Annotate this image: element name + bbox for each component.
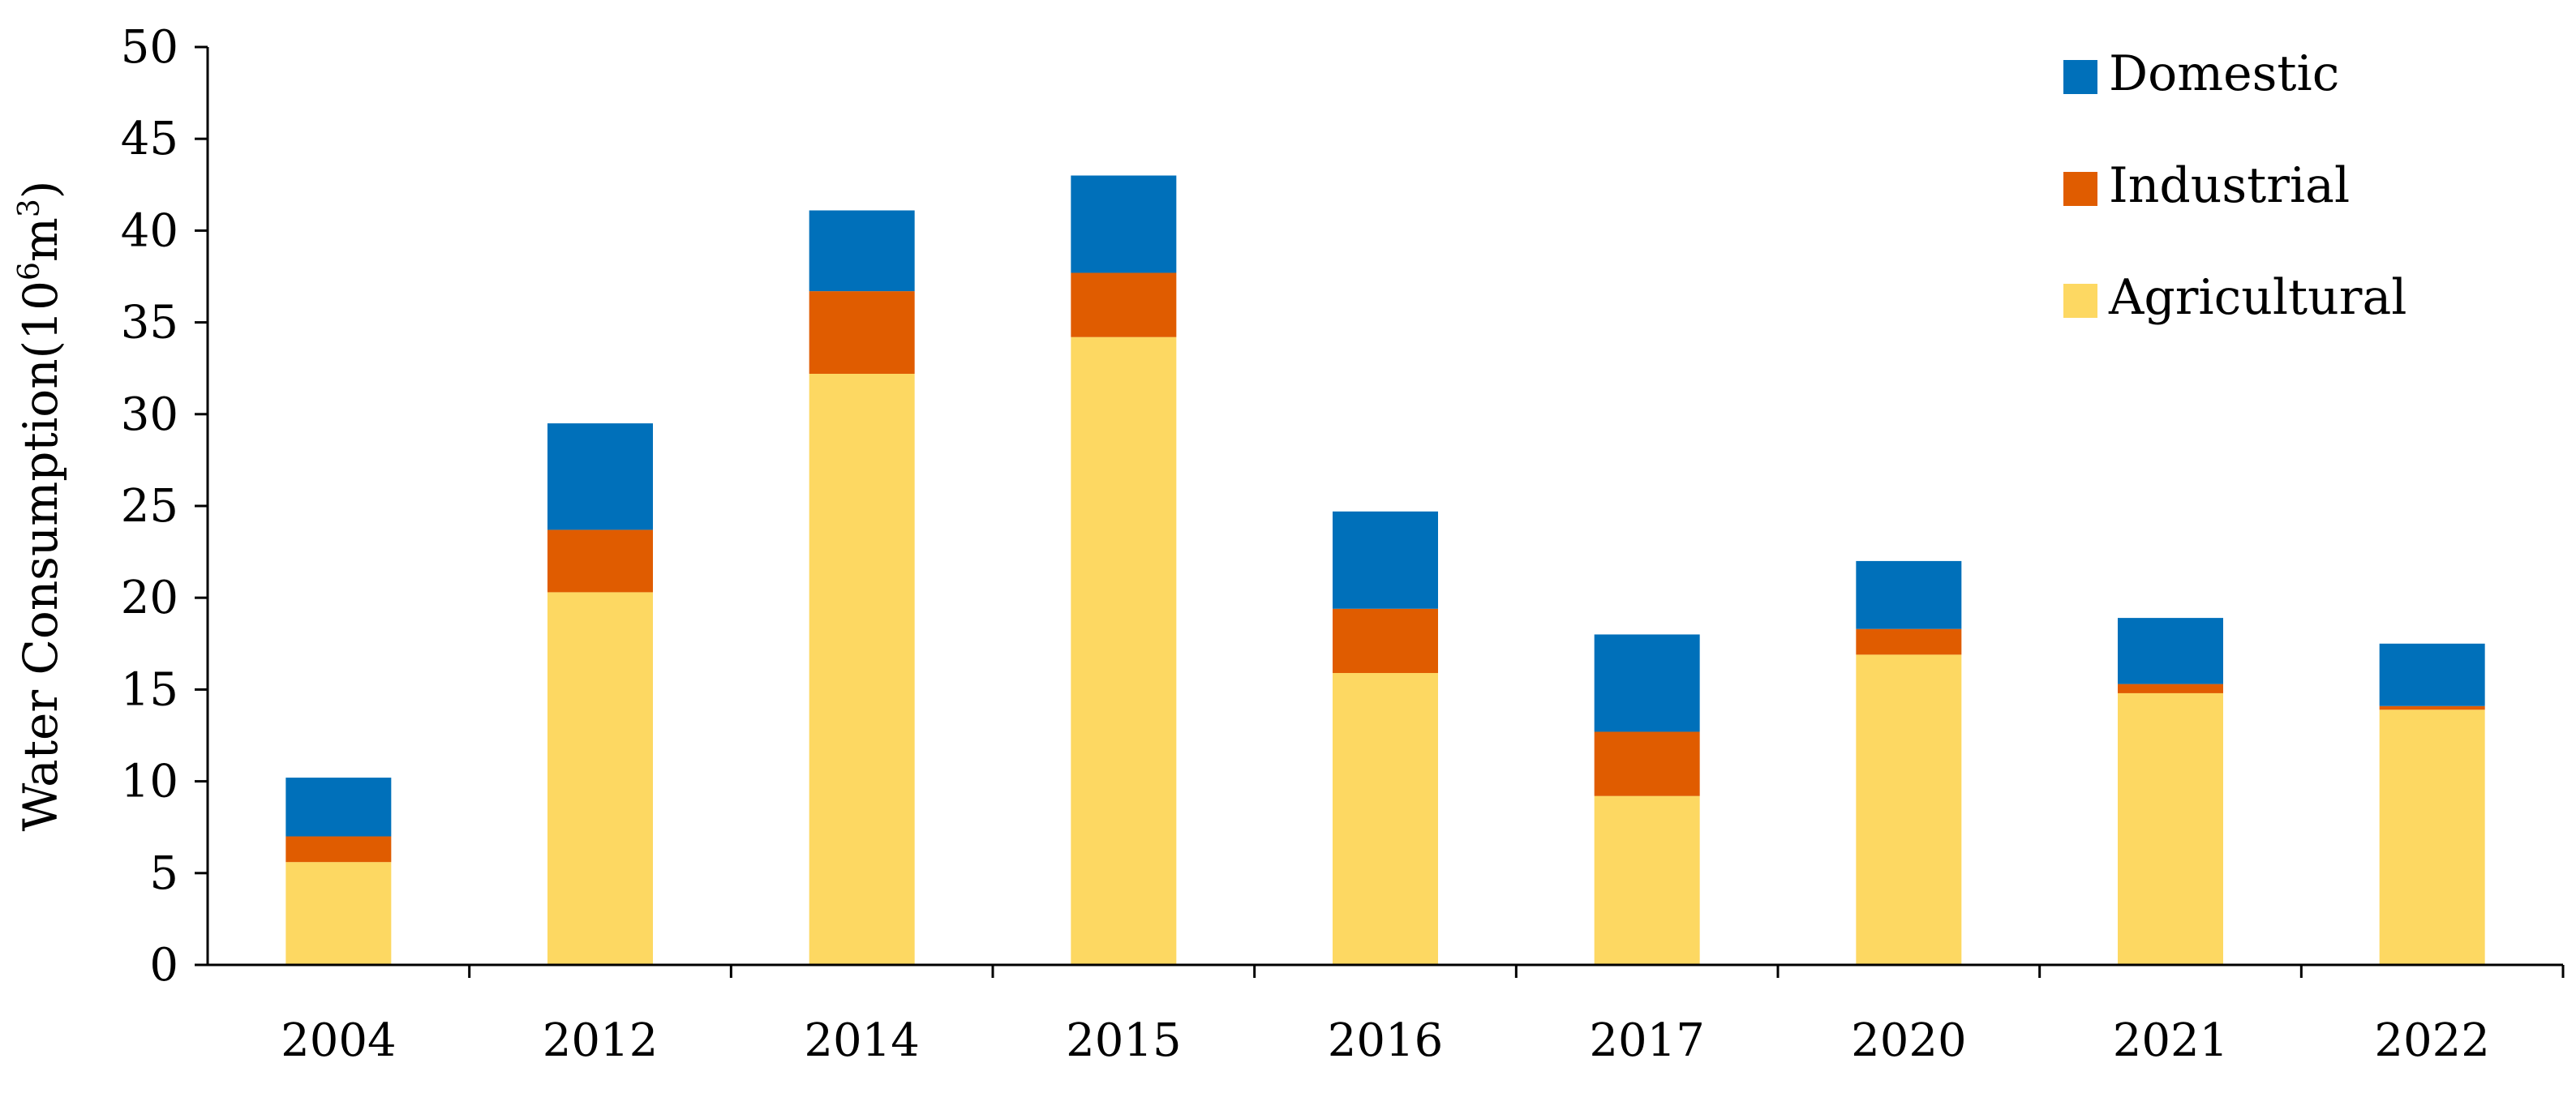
bars-layer (286, 175, 2485, 965)
bar-agricultural-2017 (1594, 795, 1700, 965)
y-tick-label: 0 (149, 939, 178, 992)
x-tick-label: 2022 (2374, 1014, 2490, 1067)
y-tick-label: 15 (121, 663, 178, 716)
x-tick-label: 2021 (2113, 1014, 2229, 1067)
x-tick-label: 2015 (1066, 1014, 1182, 1067)
bar-agricultural-2012 (547, 592, 653, 965)
legend-swatch-agricultural (2063, 284, 2097, 318)
bar-industrial-2021 (2118, 684, 2223, 693)
x-tick-label: 2004 (281, 1014, 397, 1067)
y-axis-title-sup2: 3 (13, 199, 46, 217)
bar-industrial-2020 (1856, 628, 1962, 655)
x-tick-label: 2012 (543, 1014, 659, 1067)
legend: Domestic Industrial Agricultural (2063, 45, 2406, 326)
legend-label-agricultural: Agricultural (2108, 269, 2406, 326)
x-tick-label: 2020 (1851, 1014, 1967, 1067)
y-tick-label: 25 (121, 480, 178, 533)
y-tick-label: 50 (121, 21, 178, 74)
legend-label-industrial: Industrial (2109, 157, 2350, 214)
x-ticks-layer: 2004 2012 2014 2015 2016 2017 2020 2021 2022 (281, 965, 2565, 1067)
bar-agricultural-2004 (286, 862, 392, 965)
bar-domestic-2021 (2118, 618, 2223, 684)
bar-agricultural-2016 (1333, 673, 1438, 965)
y-tick-label: 10 (121, 756, 178, 808)
y-axis-title-suffix: ) (13, 181, 68, 199)
bar-domestic-2020 (1856, 560, 1962, 629)
bar-domestic-2014 (809, 210, 915, 292)
bar-industrial-2016 (1333, 608, 1438, 674)
y-tick-label: 20 (121, 572, 178, 624)
bar-industrial-2012 (547, 529, 653, 593)
y-tick-label: 30 (121, 388, 178, 441)
y-tick-label: 35 (121, 297, 178, 349)
y-axis-title-sup1: 6 (13, 262, 46, 281)
y-ticks-layer: 0 5 10 15 20 25 30 35 40 45 50 (121, 21, 208, 992)
bar-industrial-2014 (809, 291, 915, 374)
bar-industrial-2017 (1594, 731, 1700, 796)
bar-industrial-2015 (1071, 272, 1177, 337)
y-axis-title-mid: m (13, 217, 68, 262)
bar-domestic-2016 (1333, 511, 1438, 609)
y-axis-title: Water Consumption(106m3) (13, 181, 68, 832)
bar-agricultural-2015 (1071, 336, 1177, 965)
bar-domestic-2017 (1594, 634, 1700, 732)
y-tick-label: 45 (121, 113, 178, 165)
legend-swatch-industrial (2063, 172, 2097, 206)
bar-domestic-2004 (286, 778, 392, 837)
legend-swatch-domestic (2063, 60, 2097, 94)
bar-agricultural-2021 (2118, 692, 2223, 965)
bar-industrial-2022 (2379, 705, 2485, 710)
bar-industrial-2004 (286, 836, 392, 863)
bar-domestic-2015 (1071, 175, 1177, 273)
x-tick-label: 2017 (1589, 1014, 1705, 1067)
x-tick-label: 2014 (804, 1014, 920, 1067)
bar-agricultural-2020 (1856, 654, 1962, 965)
bar-agricultural-2014 (809, 373, 915, 965)
bar-domestic-2022 (2379, 643, 2485, 706)
bar-domestic-2012 (547, 423, 653, 530)
y-tick-label: 5 (149, 847, 178, 900)
bar-agricultural-2022 (2379, 709, 2485, 965)
legend-label-domestic: Domestic (2109, 45, 2339, 102)
y-tick-label: 40 (121, 204, 178, 257)
x-tick-label: 2016 (1328, 1014, 1444, 1067)
